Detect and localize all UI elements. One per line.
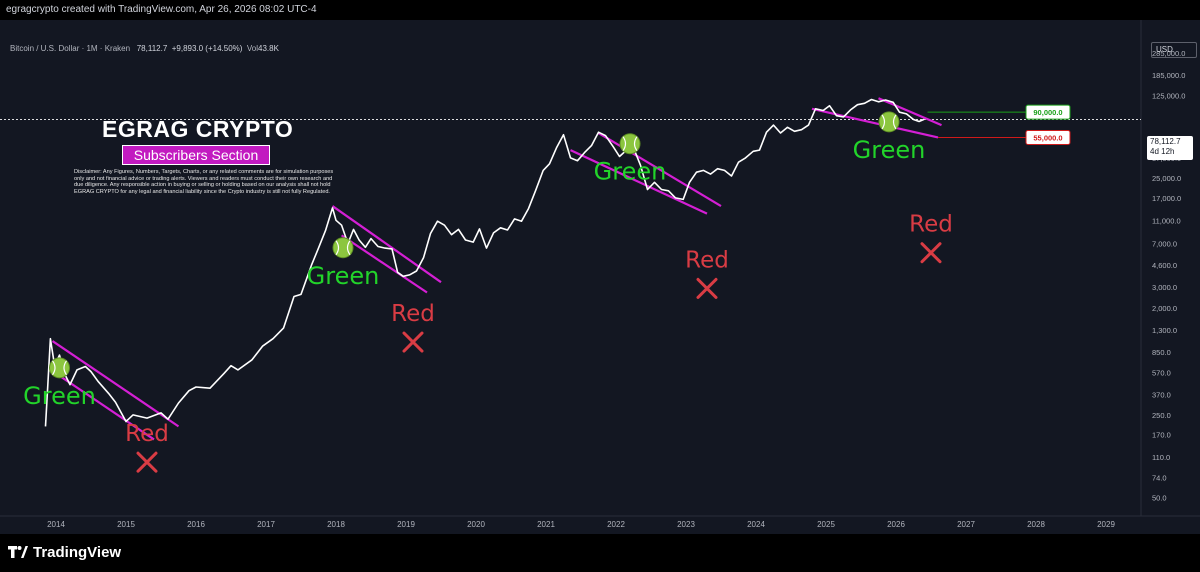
channel-lower-line-3[interactable]: [570, 149, 708, 215]
bar-countdown: 4d 12h: [1150, 147, 1175, 156]
y-tick-label: 50.0: [1152, 494, 1167, 503]
y-tick-label: 250.0: [1152, 411, 1171, 420]
green-label: Green: [23, 382, 96, 410]
y-tick-label: 25,000.0: [1152, 174, 1181, 183]
red-label: Red: [391, 301, 435, 327]
y-tick-label: 1,300.0: [1152, 326, 1177, 335]
target-label-box-down: [1025, 129, 1071, 145]
channel-upper-line-1[interactable]: [51, 340, 180, 428]
channel-upper-line-3[interactable]: [597, 132, 722, 207]
tennis-ball-icon-seam: [892, 114, 897, 130]
x-tick-label: 2017: [257, 520, 275, 529]
y-tick-label: 4,600.0: [1152, 261, 1177, 270]
x-tick-label: 2020: [467, 520, 485, 529]
y-tick-label: 2,000.0: [1152, 304, 1177, 313]
red-x-icon: [402, 331, 424, 353]
red-label: Red: [125, 421, 169, 447]
x-tick-label: 2025: [817, 520, 835, 529]
channel-lower-line-2[interactable]: [340, 234, 428, 294]
currency-selector[interactable]: USD: [1151, 42, 1197, 58]
tradingview-logo-icon: [8, 546, 28, 559]
channel-lower-line-4[interactable]: [811, 107, 939, 139]
x-tick-label: 2018: [327, 520, 345, 529]
tennis-ball-icon-seam: [881, 114, 886, 130]
green-label: Green: [853, 136, 926, 164]
price-change: +9,893.0 (+14.50%): [171, 44, 243, 53]
chart-frame[interactable]: 285,000.0185,000.0125,000.037,000.025,00…: [0, 20, 1200, 534]
y-tick-label: 74.0: [1152, 473, 1167, 482]
x-tick-label: 2023: [677, 520, 695, 529]
x-tick-label: 2016: [187, 520, 205, 529]
red-x-icon: [696, 277, 718, 299]
red-label: Red: [909, 212, 953, 238]
logo-text: TradingView: [33, 544, 122, 561]
x-tick-label: 2015: [117, 520, 135, 529]
red-x-icon: [920, 242, 942, 264]
tennis-ball-icon: [49, 357, 70, 379]
y-tick-label: 370.0: [1152, 391, 1171, 400]
channel-lower-line-1[interactable]: [55, 372, 155, 441]
green-label: Green: [594, 158, 667, 186]
chart-svg[interactable]: 285,000.0185,000.0125,000.037,000.025,00…: [0, 20, 1200, 534]
brand-title: EGRAG CRYPTO: [102, 116, 294, 142]
target-label-box-up: [1025, 104, 1071, 120]
green-label: Green: [307, 262, 380, 290]
target-label-down: 55,000.0: [1033, 133, 1062, 142]
y-tick-label: 3,000.0: [1152, 283, 1177, 292]
tennis-ball-icon-seam: [622, 136, 627, 152]
y-tick-label: 125,000.0: [1152, 91, 1185, 100]
y-tick-label: 7,000.0: [1152, 240, 1177, 249]
target-label-up: 90,000.0: [1033, 108, 1062, 117]
x-tick-label: 2019: [397, 520, 415, 529]
tennis-ball-icon: [878, 111, 900, 133]
channel-upper-line-4[interactable]: [878, 97, 942, 127]
x-tick-label: 2026: [887, 520, 905, 529]
tennis-ball-icon: [332, 237, 354, 259]
bottom-bar: TradingView: [0, 534, 1200, 572]
volume-label: Vol: [246, 44, 259, 53]
y-tick-label: 570.0: [1152, 368, 1171, 377]
x-tick-label: 2022: [607, 520, 625, 529]
tennis-ball-icon-seam: [335, 240, 340, 256]
y-tick-label: 285,000.0: [1152, 49, 1185, 58]
channel-upper-line-2[interactable]: [331, 205, 442, 284]
tennis-ball-icon: [619, 133, 641, 155]
tradingview-logo[interactable]: TradingView: [8, 544, 121, 561]
top-bar: egragcrypto created with TradingView.com…: [0, 0, 1200, 20]
volume-value: 43.8K: [258, 44, 279, 53]
disclaimer-text: Disclaimer: Any Figures, Numbers, Target…: [74, 169, 334, 195]
x-tick-label: 2024: [747, 520, 765, 529]
x-tick-label: 2021: [537, 520, 555, 529]
x-tick-label: 2014: [47, 520, 65, 529]
symbol-name[interactable]: Bitcoin / U.S. Dollar · 1M · Kraken: [10, 44, 131, 53]
y-tick-label: 17,000.0: [1152, 194, 1181, 203]
tennis-ball-icon-seam: [63, 360, 67, 376]
tennis-ball-icon-seam: [52, 360, 56, 376]
current-price-tag: 78,112.7 4d 12h: [1147, 136, 1193, 160]
credit-text: egragcrypto created with TradingView.com…: [6, 4, 317, 15]
tennis-ball-icon-seam: [346, 240, 351, 256]
symbol-legend: Bitcoin / U.S. Dollar · 1M · Kraken 78,1…: [10, 44, 279, 53]
price-series-line[interactable]: [44, 98, 925, 427]
y-tick-label: 170.0: [1152, 431, 1171, 440]
x-tick-label: 2027: [957, 520, 975, 529]
tennis-ball-icon-seam: [633, 136, 638, 152]
x-tick-label: 2029: [1097, 520, 1115, 529]
y-tick-label: 850.0: [1152, 348, 1171, 357]
red-x-icon: [136, 451, 158, 473]
y-tick-label: 110.0: [1152, 453, 1170, 462]
x-tick-label: 2028: [1027, 520, 1045, 529]
section-tag: Subscribers Section: [122, 145, 270, 165]
y-tick-label: 11,000.0: [1152, 216, 1181, 225]
last-price: 78,112.7: [136, 44, 168, 53]
current-price-value: 78,112.7: [1150, 137, 1181, 146]
red-label: Red: [685, 247, 729, 273]
y-tick-label: 185,000.0: [1152, 71, 1185, 80]
